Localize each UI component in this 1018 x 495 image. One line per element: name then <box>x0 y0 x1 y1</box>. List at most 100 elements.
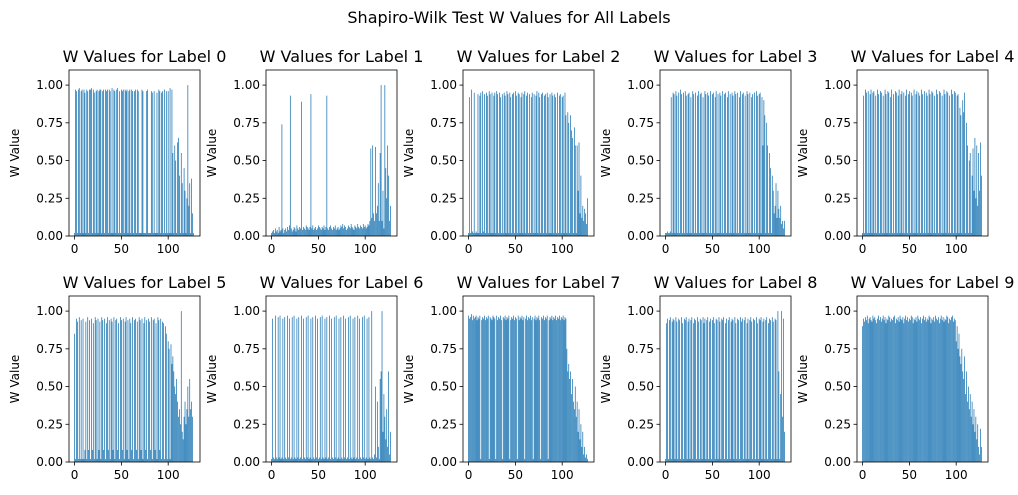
bar <box>478 232 480 236</box>
bar <box>77 458 79 462</box>
bar <box>92 449 93 462</box>
bar <box>938 323 940 462</box>
bar <box>910 92 912 236</box>
bar <box>138 317 140 462</box>
bar <box>169 88 171 236</box>
bar <box>504 315 506 462</box>
bar <box>318 458 319 462</box>
bar <box>113 317 115 462</box>
bar <box>937 320 938 462</box>
bar <box>713 323 715 462</box>
bar <box>481 232 483 236</box>
bar <box>387 446 389 462</box>
x-tick-label: 100 <box>354 242 377 256</box>
bar <box>116 89 118 237</box>
bar <box>361 458 362 462</box>
bar <box>333 458 334 462</box>
bar <box>92 232 93 236</box>
bar <box>289 225 290 236</box>
bar <box>133 458 134 462</box>
bar <box>744 95 746 237</box>
y-tick-label: 0.25 <box>233 191 260 205</box>
bar <box>530 320 532 462</box>
bar <box>560 232 562 236</box>
y-tick-label: 0.75 <box>36 116 63 130</box>
bar <box>296 318 298 462</box>
bar <box>575 416 577 462</box>
bar <box>934 321 936 462</box>
bar <box>499 318 500 462</box>
bar <box>915 317 917 462</box>
bar <box>671 232 673 236</box>
bar <box>732 95 734 237</box>
bar <box>86 458 88 462</box>
bar <box>492 232 494 236</box>
bar <box>584 446 586 462</box>
bar <box>100 458 102 462</box>
bar <box>160 318 162 462</box>
bar <box>865 89 866 237</box>
bar <box>681 94 682 237</box>
bar <box>167 341 169 462</box>
bar <box>780 394 782 462</box>
bar <box>519 232 521 236</box>
bar <box>482 91 484 236</box>
bar <box>886 318 888 462</box>
y-tick-label: 1.00 <box>233 304 260 318</box>
bar <box>566 232 568 236</box>
bar <box>557 317 558 462</box>
bar <box>331 318 332 462</box>
bar <box>585 457 586 462</box>
bar <box>305 225 307 236</box>
bar <box>386 409 388 462</box>
subplot-label-1: 0 50 100 0.00 0.25 0.50 0.75 1.00 W Value W Value… <box>205 47 423 256</box>
bar <box>954 92 956 236</box>
bar <box>745 458 747 462</box>
bar <box>179 424 181 462</box>
bar <box>906 320 907 462</box>
bar <box>735 94 737 237</box>
bar <box>728 317 730 462</box>
bar <box>863 95 864 237</box>
bar <box>913 318 915 462</box>
bar <box>375 146 376 236</box>
bar <box>741 232 742 236</box>
bar <box>383 394 385 462</box>
bar <box>975 198 977 236</box>
bar <box>141 89 143 237</box>
bar <box>905 315 907 462</box>
bar <box>738 320 739 462</box>
bar <box>917 232 919 236</box>
bar <box>581 446 583 462</box>
bar <box>284 317 286 462</box>
y-axis-label: W Value <box>796 129 810 178</box>
bar <box>531 92 533 236</box>
bar <box>144 232 146 236</box>
bar <box>956 95 958 237</box>
bar <box>489 317 491 462</box>
bar <box>890 321 892 462</box>
bar <box>152 320 154 462</box>
bar <box>510 97 512 236</box>
bar <box>756 317 757 462</box>
bar <box>352 228 354 236</box>
bar <box>274 315 276 462</box>
bar <box>551 92 553 236</box>
bar <box>777 190 779 236</box>
bar <box>771 317 773 462</box>
bar <box>519 317 521 462</box>
y-axis-label: W Value <box>796 355 810 404</box>
bar <box>359 228 360 236</box>
bar <box>163 232 164 236</box>
bar <box>971 175 973 236</box>
bar <box>372 457 374 462</box>
bar <box>353 457 355 462</box>
bar <box>167 91 169 236</box>
bar <box>302 229 303 236</box>
bar <box>163 323 164 462</box>
bar <box>111 88 113 236</box>
bar <box>106 323 107 462</box>
bar <box>534 232 536 236</box>
bar <box>911 317 913 462</box>
bar <box>174 386 176 462</box>
